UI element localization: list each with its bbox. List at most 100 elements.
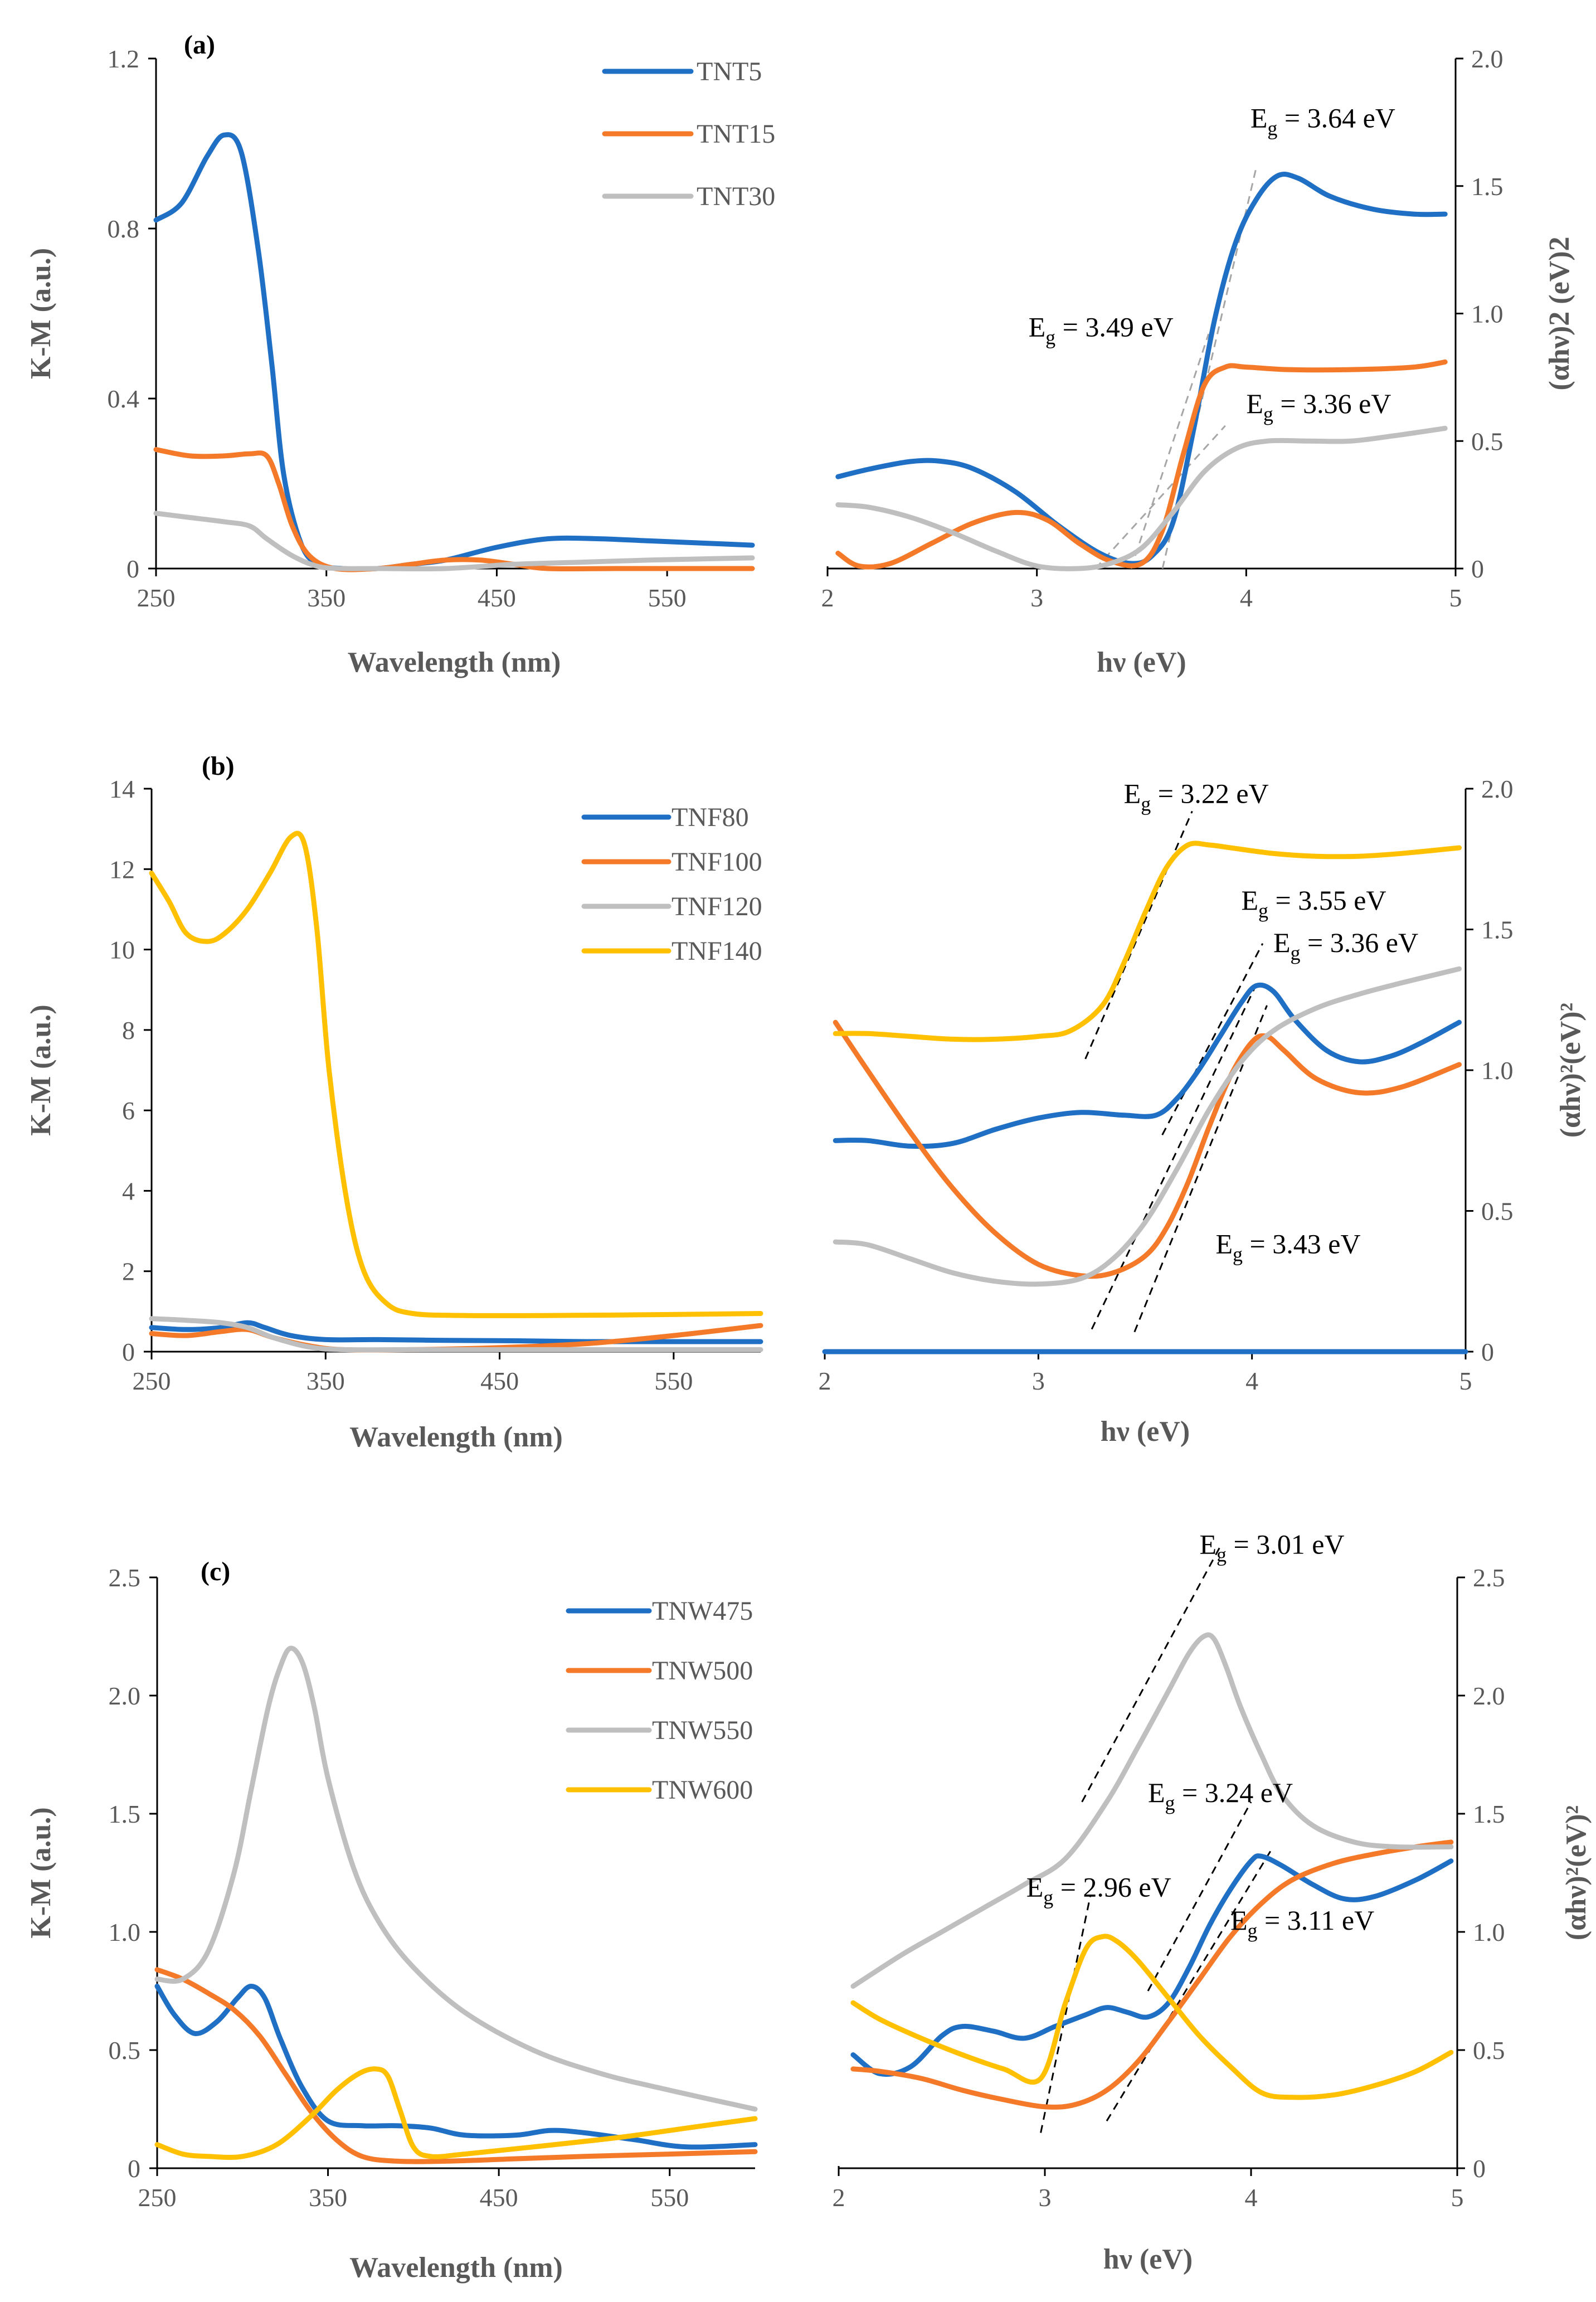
legend-label-tnf80: TNF80 <box>672 803 749 832</box>
y-tick-label: 1.5 <box>109 1800 141 1828</box>
x-tick-label: 550 <box>650 2183 689 2212</box>
y-tick-label: 14 <box>109 775 135 803</box>
chart-a-left: 250 350 450 550 0 0.4 0.8 1.2 Wavelength (nm) K-M… <box>25 45 775 678</box>
y-tick-label: 2 <box>122 1257 135 1286</box>
x-tick-label: 350 <box>307 584 346 612</box>
y-tick-label: 1.2 <box>108 45 140 73</box>
legend-label-tnw475: TNW475 <box>652 1596 753 1626</box>
chart-a-right: 2 3 4 50 0.5 1.0 1.5 2.0 hν (eV) (αhν)2 (eV)2 Eg =… <box>821 45 1576 678</box>
x-axis-title: hν (eV) <box>1097 647 1186 678</box>
bandgap-annotation: Eg = 3.01 eV <box>1200 1529 1345 1566</box>
series-line-tnf120 <box>149 1316 763 1353</box>
x-tick-label: 2 <box>819 1367 831 1395</box>
y-axis-title: (αhν)²(eV)² <box>1555 1003 1587 1138</box>
x-tick-label: 5 <box>1451 2183 1464 2212</box>
legend-label-tnf140: TNF140 <box>672 936 762 966</box>
series-line-tnf100 <box>833 1019 1462 1279</box>
tangent-fit-line <box>1084 810 1193 1060</box>
legend-label-tnw600: TNW600 <box>652 1775 753 1805</box>
y-tick-label: 1.0 <box>109 1918 141 1946</box>
tangent-fit-line <box>1091 979 1259 1330</box>
y-tick-label: 2.0 <box>1471 45 1503 73</box>
x-axis-title: Wavelength (nm) <box>349 2252 563 2284</box>
legend-label-tnw550: TNW550 <box>652 1716 753 1745</box>
y-tick-label: 0.5 <box>109 2036 141 2065</box>
y-tick-label: 0.4 <box>108 385 140 413</box>
x-tick-label: 2 <box>821 584 834 612</box>
y-tick-label: 0 <box>122 1338 135 1366</box>
series-line-tnf100 <box>149 1323 763 1353</box>
tangent-fit-line <box>1130 333 1210 569</box>
y-axis-title: K-M (a.u.) <box>25 1004 57 1135</box>
legend-label-tnf100: TNF100 <box>672 847 762 877</box>
x-axis-title: Wavelength (nm) <box>349 1421 563 1453</box>
series-line-tnw500 <box>850 1839 1454 2110</box>
y-tick-label: 2.0 <box>109 1682 141 1710</box>
bandgap-annotation: Eg = 3.22 eV <box>1124 778 1269 815</box>
x-tick-label: 3 <box>1032 1367 1045 1395</box>
y-axis-title: K-M (a.u.) <box>25 248 57 379</box>
tangent-fit-line <box>1094 425 1226 570</box>
series-line-tnw500 <box>154 1967 758 2164</box>
legend-label-tnt15: TNT15 <box>697 119 775 149</box>
y-tick-label: 0 <box>1473 2154 1486 2183</box>
bandgap-annotation: Eg = 3.11 eV <box>1230 1905 1374 1942</box>
y-tick-label: 2.0 <box>1481 775 1514 803</box>
y-tick-label: 1.5 <box>1473 1800 1505 1828</box>
y-axis-title: K-M (a.u.) <box>25 1807 57 1938</box>
bandgap-annotation: Eg = 3.36 eV <box>1273 927 1418 964</box>
series-line-tnw550 <box>850 1632 1454 1989</box>
x-tick-label: 250 <box>133 1367 171 1395</box>
x-tick-label: 550 <box>648 584 687 612</box>
tangent-fit-line <box>1040 1896 1091 2133</box>
bandgap-annotation: Eg = 3.55 eV <box>1242 885 1386 922</box>
series-line-tnf80 <box>833 982 1462 1149</box>
y-tick-label: 2.5 <box>1473 1563 1505 1592</box>
panel-label-b: (b) <box>202 751 235 781</box>
bandgap-annotation: Eg = 3.43 eV <box>1216 1228 1361 1265</box>
x-tick-label: 250 <box>138 2183 177 2212</box>
y-tick-label: 1.5 <box>1481 916 1514 944</box>
bandgap-annotation: Eg = 3.49 eV <box>1029 312 1174 349</box>
x-axis-title: Wavelength (nm) <box>348 647 561 678</box>
series-line-tnw600 <box>154 2066 758 2160</box>
chart-c-left: 250 350 450 550 0 0.5 1.0 1.5 2.0 2.5 Wavelength (… <box>25 1563 758 2284</box>
x-tick-label: 250 <box>137 584 176 612</box>
series-line-tnf140 <box>149 831 763 1318</box>
x-tick-label: 3 <box>1039 2183 1052 2212</box>
y-tick-label: 1.5 <box>1471 172 1503 201</box>
x-tick-label: 450 <box>480 1367 519 1395</box>
y-tick-label: 2.0 <box>1473 1682 1505 1710</box>
x-axis-title: hν (eV) <box>1101 1416 1190 1448</box>
x-tick-label: 2 <box>833 2183 845 2212</box>
y-tick-label: 0 <box>1481 1338 1494 1366</box>
x-tick-label: 4 <box>1245 1367 1258 1395</box>
x-tick-label: 350 <box>309 2183 347 2212</box>
series-line-tnt15 <box>835 359 1448 570</box>
legend-label-tnw500: TNW500 <box>652 1656 753 1686</box>
series-line-tnw550 <box>154 1645 758 2112</box>
y-tick-label: 1.0 <box>1481 1056 1514 1085</box>
tangent-fit-line <box>1147 1801 1252 1992</box>
y-tick-label: 0.5 <box>1481 1197 1514 1226</box>
panel-label-a: (a) <box>184 30 215 60</box>
series-line-tnw475 <box>154 1984 758 2150</box>
y-tick-label: 0 <box>126 555 139 583</box>
legend-label-tnt30: TNT30 <box>697 182 775 211</box>
tangent-fit-line <box>1161 943 1264 1135</box>
y-tick-label: 6 <box>122 1096 135 1125</box>
chart-b-right: 2 3 4 50 0.5 1.0 1.5 2.0 hν (eV) (αhν)²(eV)² Eg = … <box>819 775 1587 1448</box>
y-tick-label: 2.5 <box>109 1563 141 1592</box>
bandgap-annotation: Eg = 2.96 eV <box>1026 1871 1171 1908</box>
x-tick-label: 5 <box>1459 1367 1472 1395</box>
x-axis-title: hν (eV) <box>1103 2243 1193 2275</box>
y-tick-label: 0 <box>1471 555 1484 583</box>
x-tick-label: 5 <box>1449 584 1462 612</box>
y-axis-title: (αhν)2 (eV)2 <box>1544 236 1575 390</box>
tangent-fit-line <box>1081 1546 1221 1803</box>
series-line-tnw475 <box>850 1853 1454 2077</box>
legend-label-tnt5: TNT5 <box>697 57 762 86</box>
x-tick-label: 4 <box>1240 584 1253 612</box>
